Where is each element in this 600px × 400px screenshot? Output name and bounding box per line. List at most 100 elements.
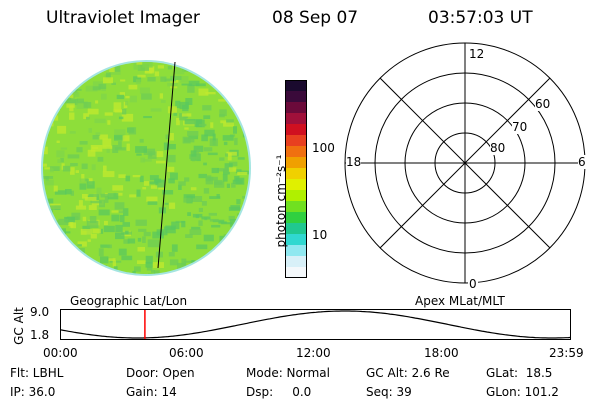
disk-texture-patch: [118, 248, 127, 256]
disk-texture-patch: [99, 228, 104, 234]
disk-texture-patch: [56, 86, 63, 89]
orbit-altitude-plot: [60, 309, 572, 340]
orbit-x-tick-3: 18:00: [424, 346, 459, 360]
disk-texture-patch: [129, 194, 137, 198]
colorbar-cell: [285, 135, 307, 147]
disk-texture-patch: [201, 216, 211, 220]
disk-texture-patch: [87, 62, 93, 69]
disk-texture-patch: [57, 125, 67, 134]
disk-texture-patch: [151, 270, 155, 273]
disk-texture-patch: [196, 244, 208, 250]
disk-texture-patch: [191, 267, 198, 272]
disk-texture-patch: [157, 65, 164, 69]
disk-texture-patch: [125, 175, 131, 182]
disk-texture-patch: [251, 117, 261, 121]
disk-texture-patch: [73, 62, 78, 65]
disk-texture-patch: [251, 68, 261, 74]
disk-texture-patch: [205, 258, 216, 263]
disk-texture-patch: [235, 85, 245, 88]
disk-texture-patch: [125, 230, 129, 235]
disk-texture-patch: [188, 135, 199, 140]
disk-texture-patch: [143, 231, 151, 237]
disk-texture-patch: [148, 276, 158, 283]
disk-texture-patch: [135, 79, 141, 85]
disk-texture-patch: [196, 270, 201, 274]
meridian-line: [157, 61, 176, 269]
disk-texture-patch: [147, 151, 157, 159]
disk-texture-patch: [108, 258, 116, 261]
disk-texture-patch: [169, 259, 179, 266]
disk-texture-patch: [169, 202, 176, 209]
disk-texture-patch: [239, 67, 249, 71]
disk-texture-patch: [150, 185, 158, 189]
disk-texture-patch: [133, 63, 141, 70]
disk-texture-patch: [198, 173, 207, 179]
disk-texture-patch: [43, 163, 47, 167]
disk-texture-patch: [226, 151, 237, 156]
disk-texture-patch: [169, 275, 174, 277]
disk-texture-patch: [242, 110, 247, 117]
disk-texture-patch: [159, 93, 163, 99]
colorbar-unit-label: photon cm⁻²s⁻¹: [274, 154, 288, 248]
disk-texture-patch: [123, 239, 130, 244]
disk-texture-patch: [246, 232, 249, 237]
colorbar-cell: [285, 168, 307, 180]
disk-texture-patch: [87, 149, 96, 157]
disk-texture-patch: [96, 267, 102, 273]
disk-texture-patch: [203, 115, 211, 119]
disk-texture-patch: [185, 98, 193, 105]
disk-texture-patch: [227, 152, 232, 161]
disk-texture-patch: [223, 169, 230, 175]
disk-texture-patch: [166, 144, 176, 150]
disk-texture-patch: [56, 150, 65, 158]
disk-texture-patch: [136, 153, 142, 156]
colorbar-cell: [285, 201, 307, 213]
disk-texture-patch: [118, 116, 124, 120]
disk-texture-patch: [42, 275, 52, 280]
disk-texture-patch: [181, 258, 187, 266]
disk-texture-patch: [129, 95, 137, 103]
disk-texture-patch: [115, 224, 123, 233]
apex-title: Apex MLat/MLT: [415, 294, 505, 308]
disk-texture-patch: [193, 149, 200, 157]
disk-texture-patch: [79, 183, 87, 190]
disk-texture-patch: [100, 256, 109, 264]
disk-texture-patch: [185, 234, 193, 238]
disk-texture-patch: [70, 163, 78, 167]
disk-texture-patch: [103, 225, 115, 233]
disk-texture-patch: [114, 134, 125, 141]
disk-texture-patch: [135, 146, 147, 153]
disk-texture-patch: [201, 134, 208, 142]
disk-texture-patch: [43, 146, 48, 155]
disk-texture-patch: [160, 100, 166, 103]
disk-texture-patch: [61, 86, 70, 91]
disk-texture-patch: [217, 168, 229, 172]
disk-texture-patch: [184, 177, 190, 182]
disk-texture-patch: [134, 266, 141, 272]
polar-grid: [344, 42, 586, 284]
disk-texture-patch: [212, 133, 216, 142]
disk-texture-patch: [72, 80, 79, 86]
disk-texture-patch: [237, 171, 248, 176]
disk-texture-patch: [115, 232, 125, 240]
disk-texture-patch: [246, 111, 249, 119]
disk-texture-patch: [89, 194, 99, 199]
disk-texture-patch: [97, 156, 104, 162]
disk-texture-patch: [66, 103, 75, 108]
disk-texture-patch: [136, 62, 143, 65]
orbit-x-tick-2: 12:00: [296, 346, 331, 360]
disk-texture-patch: [226, 237, 237, 243]
disk-texture-patch: [252, 159, 260, 164]
info-filter: Flt: LBHL: [10, 366, 64, 380]
disk-texture-patch: [107, 120, 111, 125]
disk-texture-patch: [147, 77, 156, 82]
disk-texture-patch: [52, 273, 58, 274]
disk-texture-patch: [118, 141, 122, 149]
disk-texture-patch: [128, 127, 137, 135]
disk-texture-patch: [98, 248, 104, 257]
disk-texture-patch: [77, 71, 82, 74]
disk-texture-patch: [106, 145, 110, 153]
disk-texture-patch: [226, 119, 234, 125]
mlat-label-70: 70: [512, 120, 528, 134]
disk-texture-patch: [45, 179, 54, 186]
